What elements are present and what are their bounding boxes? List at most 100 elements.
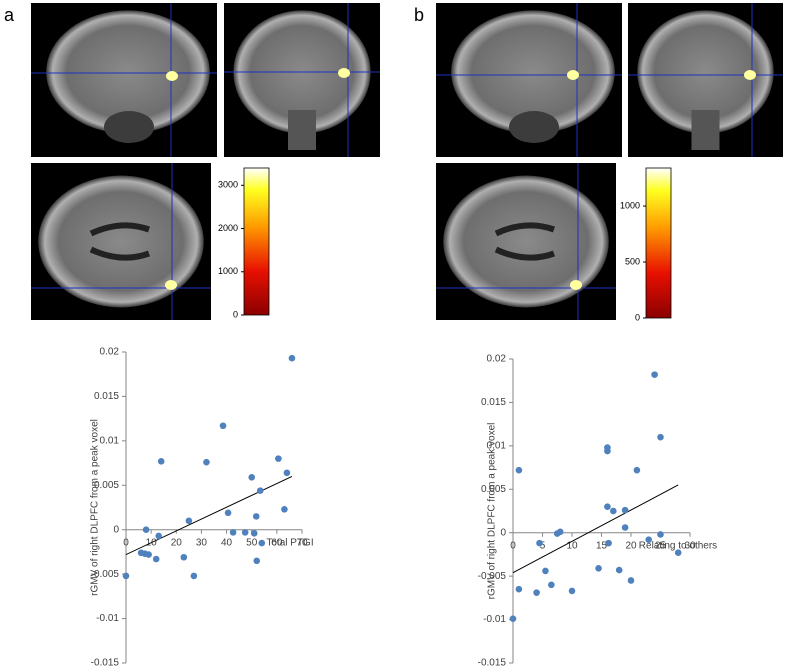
point — [203, 458, 210, 466]
point — [252, 513, 260, 520]
x-tick-label: 20 — [171, 537, 183, 548]
activation-blob — [570, 280, 582, 290]
point — [533, 589, 540, 596]
point — [542, 567, 549, 575]
point — [145, 551, 152, 558]
point — [674, 549, 682, 556]
y-tick-label: -0.005 — [478, 571, 507, 582]
x-tick-label: 60 — [271, 537, 283, 548]
point — [185, 517, 193, 525]
point — [645, 536, 652, 543]
point — [253, 557, 261, 565]
point — [152, 555, 160, 563]
colorbar-tick-label: 2000 — [218, 223, 238, 233]
point — [250, 529, 258, 537]
point — [155, 532, 162, 540]
point — [224, 509, 232, 517]
point — [122, 572, 130, 580]
x-tick-label: 15 — [596, 540, 608, 551]
colorbar-tick-label: 3000 — [218, 180, 238, 190]
y-tick-label: -0.005 — [91, 569, 120, 580]
point — [241, 529, 249, 536]
x-tick-label: 30 — [684, 540, 696, 551]
colorbar-tick-label: 500 — [625, 256, 640, 266]
x-tick-label: 5 — [540, 540, 546, 551]
y-tick-label: 0 — [500, 527, 506, 538]
cerebellum — [509, 111, 559, 143]
y-tick-label: 0.015 — [481, 397, 506, 408]
point — [604, 503, 611, 510]
brain-slice — [451, 10, 615, 134]
ventricle — [89, 222, 151, 261]
x-tick-label: 20 — [625, 540, 637, 551]
y-tick-label: 0.02 — [487, 354, 507, 365]
colorbar-tick-label: 0 — [635, 312, 640, 322]
trendline — [125, 475, 293, 556]
colorbar-tick-label: 1000 — [620, 200, 640, 210]
cerebellum — [104, 111, 154, 143]
y-axis-label: rGMV of right DLPFC from a peak voxel — [90, 419, 101, 596]
panel-label: a — [4, 5, 15, 25]
y-tick-label: 0.005 — [481, 484, 506, 495]
point — [610, 507, 617, 515]
brain-images — [31, 3, 783, 320]
point — [621, 506, 629, 514]
brain-slice — [443, 175, 609, 308]
y-tick-label: 0.01 — [100, 435, 120, 446]
x-axis-label: Relating to others — [639, 540, 717, 551]
point — [651, 371, 658, 378]
point — [548, 581, 555, 589]
x-tick-label: 50 — [246, 537, 258, 548]
point — [556, 528, 564, 536]
panel-label: b — [414, 5, 424, 25]
y-tick-label: -0.015 — [478, 658, 507, 669]
x-tick-label: 10 — [566, 540, 578, 551]
y-tick-label: 0 — [113, 524, 119, 535]
point — [157, 457, 165, 465]
point — [248, 473, 256, 481]
colorbar-tick-label: 1000 — [218, 266, 238, 276]
point — [633, 466, 641, 474]
y-tick-label: 0.01 — [487, 440, 507, 451]
point — [621, 524, 629, 531]
point — [190, 572, 198, 580]
x-axis-label: Total PTGI — [266, 537, 313, 548]
brainstem — [288, 110, 316, 150]
point — [219, 422, 227, 430]
point — [275, 455, 282, 462]
point — [256, 487, 264, 494]
brainstem — [691, 110, 720, 150]
y-tick-label: -0.015 — [91, 658, 120, 669]
point — [604, 447, 611, 455]
point — [615, 566, 623, 574]
point — [180, 553, 188, 561]
point — [258, 539, 266, 547]
point — [568, 587, 576, 595]
trendline — [512, 484, 679, 574]
point — [595, 565, 602, 572]
point — [509, 615, 517, 623]
point — [288, 354, 296, 362]
point — [281, 505, 288, 513]
colorbar — [243, 167, 270, 316]
activation-blob — [165, 280, 177, 290]
point — [515, 585, 523, 593]
point — [229, 529, 237, 536]
activation-blob — [166, 71, 178, 81]
x-tick-label: 25 — [655, 540, 667, 551]
y-tick-label: -0.01 — [483, 614, 506, 625]
y-tick-label: 0.02 — [100, 347, 120, 358]
ventricle — [494, 222, 556, 261]
colorbar-tick-label: 0 — [233, 309, 238, 319]
activation-blob — [744, 70, 756, 80]
y-axis-label: rGMV of right DLPFC from a peak voxel — [487, 423, 498, 600]
x-tick-label: 40 — [221, 537, 233, 548]
point — [657, 433, 664, 441]
colorbar — [645, 167, 672, 319]
x-tick-label: 0 — [510, 540, 516, 551]
point — [142, 526, 150, 534]
brain-slice — [637, 10, 774, 134]
brain-slice — [38, 175, 204, 308]
x-tick-label: 0 — [123, 537, 129, 548]
